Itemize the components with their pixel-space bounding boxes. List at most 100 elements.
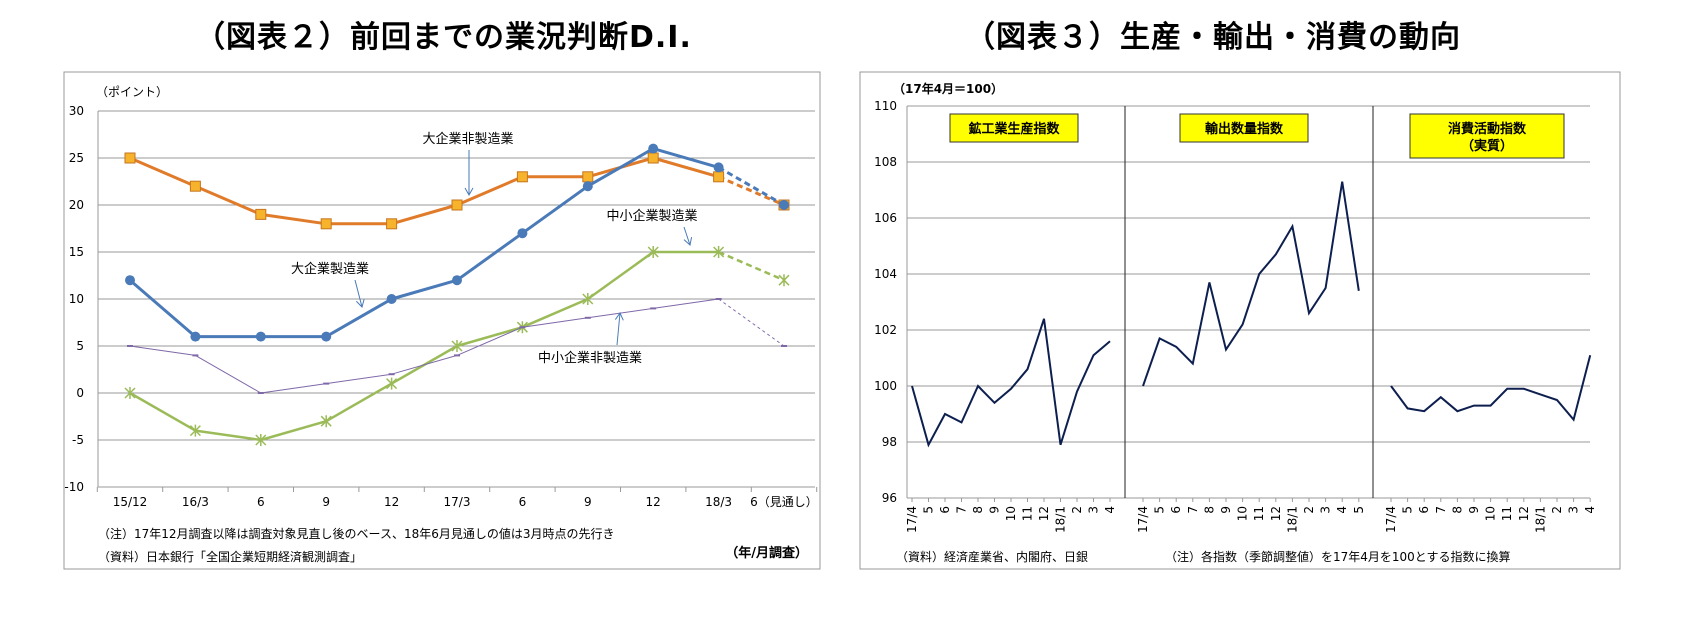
- chart2-point: [320, 415, 332, 428]
- chart2-x-tick-label: 12: [646, 495, 661, 509]
- chart2-source: （資料）日本銀行「全国企業短期経済観測調査」: [98, 549, 362, 564]
- chart3-x-tick-label: 17/4: [905, 506, 919, 533]
- chart3-x-tick-label: 9: [988, 506, 1002, 514]
- chart2-y-tick-label: 25: [69, 151, 84, 165]
- chart3-y-tick-label: 104: [874, 267, 897, 281]
- chart2-x-tick-label: 12: [384, 495, 399, 509]
- chart3-x-tick-label: 4: [1335, 506, 1349, 514]
- chart2-x-axis-label: （年/月調査）: [725, 545, 808, 561]
- chart2-point: [647, 152, 659, 164]
- chart2-x-tick-label: 16/3: [182, 495, 209, 509]
- chart2-point: [779, 200, 789, 210]
- chart2-label-pointer: [683, 226, 691, 246]
- chart2-point: [582, 293, 594, 305]
- chart3-y-tick-labels: 110 108 106 104 102 100 98 96: [874, 99, 897, 505]
- chart3-x-tick-label: 2: [1550, 506, 1564, 514]
- chart2-y-tick-label: -10: [64, 480, 84, 494]
- chart2-point: [124, 152, 136, 164]
- chart3-x-tick-label: 10: [1484, 506, 1498, 521]
- chart2-label-arrowhead: [683, 236, 693, 246]
- chart3-x-tick-label: 12: [1037, 506, 1051, 521]
- chart2-point: [713, 171, 725, 183]
- chart3-x-tick-label: 9: [1467, 506, 1481, 514]
- chart2-y-tick-label: 0: [76, 386, 84, 400]
- chart2-label-pointer: [616, 312, 621, 346]
- chart3-x-tick-label: 2: [1302, 506, 1316, 514]
- chart3-x-tick-label: 6: [1417, 506, 1431, 514]
- chart3-x-tick-label: 7: [955, 506, 969, 514]
- chart2-title: （図表２）前回までの業況判断D.I.: [195, 20, 692, 55]
- chart3-x-tick-label: 5: [1401, 506, 1415, 514]
- chart3-y-tick-label: 106: [874, 211, 897, 225]
- chart3-source: （資料）経済産業省、内閣府、日銀: [896, 549, 1088, 564]
- chart3-unit-label: （17年4月＝100）: [893, 81, 1003, 96]
- chart3-x-tick-label: 3: [1319, 506, 1333, 514]
- chart3-panel-label-box: [1409, 113, 1565, 159]
- chart3-x-tick-label: 4: [1583, 506, 1597, 514]
- chart3-y-tick-label: 102: [874, 323, 897, 337]
- chart2-point: [255, 208, 267, 220]
- chart2-point: [124, 387, 136, 399]
- chart3-x-tick-label: 5: [922, 506, 936, 514]
- chart2-point: [517, 228, 528, 239]
- chart2-series: [124, 143, 790, 446]
- chart3-panel-label: 鉱工業生産指数: [968, 121, 1060, 137]
- chart2-point: [582, 171, 594, 183]
- chart2-point: [386, 377, 398, 390]
- chart3-panel-label-sub: （実質）: [1461, 138, 1513, 154]
- chart2-y-tick-label: 30: [69, 104, 84, 118]
- chart2-y-tick-label: 10: [69, 292, 84, 306]
- chart2-point: [713, 246, 725, 258]
- chart2-y-tick-label: 5: [76, 339, 84, 353]
- chart2-label-arrowhead: [356, 299, 365, 308]
- chart3-x-tick-label: 3: [1567, 506, 1581, 514]
- chart3-x-tick-label: 17/4: [1384, 506, 1398, 533]
- chart3-x-tick-label: 2: [1070, 506, 1084, 514]
- chart2-x-tick-label: 15/12: [113, 495, 148, 509]
- chart2-point: [451, 340, 463, 352]
- chart2-point: [516, 171, 528, 183]
- chart2-label-pointer: [354, 279, 363, 308]
- chart3-x-tick-label: 9: [1219, 506, 1233, 514]
- chart2-y-tick-label: 15: [69, 245, 84, 259]
- chart3-series-line: [1390, 354, 1592, 422]
- chart2-series-forecast-line: [718, 298, 785, 347]
- chart3-y-tick-label: 96: [882, 491, 897, 505]
- chart3-x-tick-label: 6: [1169, 506, 1183, 514]
- chart3-y-tick-label: 110: [874, 99, 897, 113]
- chart2-series-forecast-line: [718, 175, 785, 207]
- chart3-x-tick-label: 18/1: [1054, 506, 1068, 533]
- chart2-point: [452, 275, 462, 286]
- chart2-x-tick-label: 6（見通し）: [750, 495, 818, 509]
- chart3-grid: [906, 105, 1590, 499]
- chart3-x-tick-label: 10: [1236, 506, 1250, 521]
- chart2-point: [713, 162, 724, 173]
- chart3-x-tick-label: 12: [1517, 506, 1531, 521]
- chart2-point: [321, 331, 332, 342]
- chart2-series-label: 中小企業非製造業: [538, 350, 642, 366]
- chart3-x-tick-label: 17/4: [1136, 506, 1150, 533]
- chart3-series-line: [1142, 181, 1360, 387]
- chart3-note: （注）各指数（季節調整値）を17年4月を100とする指数に換算: [1165, 549, 1510, 564]
- chart3-x-tick-label: 11: [1500, 506, 1514, 521]
- chart2-point: [255, 331, 266, 342]
- chart2-point: [386, 218, 398, 230]
- chart3-x-tick-label: 8: [1202, 506, 1216, 514]
- chart3-x-tick-label: 11: [1252, 506, 1266, 521]
- chart2-y-tick-label: 20: [69, 198, 84, 212]
- chart2-y-tick-label: -5: [72, 433, 84, 447]
- chart2-series-line: [129, 147, 720, 339]
- chart3-x-tick-label: 18/1: [1285, 506, 1299, 533]
- chart2-point: [451, 199, 463, 211]
- chart2-point: [582, 181, 593, 192]
- chart2-series-forecast-line: [717, 166, 785, 207]
- chart3-y-tick-label: 100: [874, 379, 897, 393]
- chart2-point: [648, 143, 659, 154]
- chart2-point: [647, 246, 659, 258]
- chart3-x-tick-label: 12: [1269, 506, 1283, 521]
- chart2-x-tick-labels: 15/12 16/3 6 9 12 17/3 6 9 12 18/3 6（見通し）: [113, 495, 818, 509]
- chart2-x-tick-label: 9: [322, 495, 330, 509]
- chart2-label-arrowhead: [614, 311, 624, 321]
